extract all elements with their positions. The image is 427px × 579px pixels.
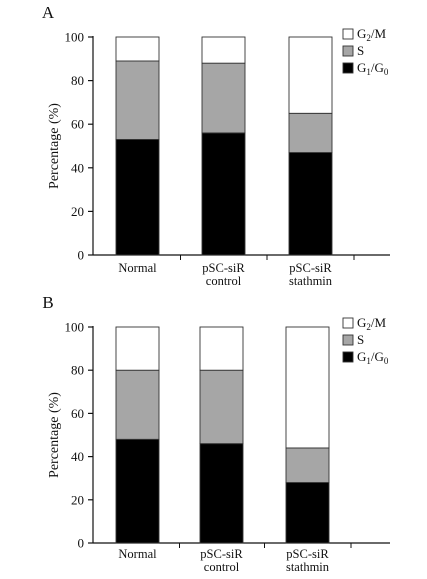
y-axis-title: Percentage (%) xyxy=(47,103,62,189)
category-label: pSC-siR control xyxy=(202,261,245,288)
bar-segment-g1-g0 xyxy=(201,132,246,256)
category-label: Normal xyxy=(118,547,157,561)
y-tick-label: 40 xyxy=(71,449,84,464)
panel-b-chart: B 0 20 40 60 80 100 Percentage (%) Normal pSC-siR… xyxy=(42,293,390,574)
bar-segment-s xyxy=(199,369,244,445)
y-tick-label: 60 xyxy=(71,117,84,132)
legend-label: G2/M xyxy=(357,26,387,43)
panel-a-chart: A 0 20 40 60 80 100 Percentage (%) Normal pSC-siR… xyxy=(42,3,390,288)
y-tick-label: 20 xyxy=(71,492,84,507)
bar-segment-g1-g0 xyxy=(115,438,160,544)
bar-segment-g1-g0 xyxy=(115,139,160,256)
bar-segment-s xyxy=(115,60,160,140)
bar-segment-g1-g0 xyxy=(288,152,333,256)
category-label: pSC-siR control xyxy=(200,547,243,574)
bar-segment-g2-m xyxy=(115,36,160,62)
y-tick-label: 80 xyxy=(71,73,84,88)
legend-label: G1/G0 xyxy=(357,349,389,366)
legend-swatch xyxy=(342,45,354,57)
bar-segment-g2-m xyxy=(115,326,160,371)
y-tick-label: 60 xyxy=(71,406,84,421)
y-tick-label: 100 xyxy=(65,320,85,335)
legend-label: S xyxy=(357,43,364,58)
legend-label: S xyxy=(357,332,364,347)
bar-segment-g1-g0 xyxy=(199,443,244,544)
legend-swatch xyxy=(342,28,354,40)
bar-segment-s xyxy=(285,447,330,483)
legend-label: G2/M xyxy=(357,315,387,332)
legend-swatch xyxy=(342,317,354,329)
bar-segment-g1-g0 xyxy=(285,482,330,544)
bar-segment-g2-m xyxy=(199,326,244,371)
category-label: pSC-siR stathmin xyxy=(289,261,333,288)
bar-segment-s xyxy=(288,112,333,153)
category-label: Normal xyxy=(118,261,157,275)
bar-segment-s xyxy=(115,369,160,440)
bar-segment-g2-m xyxy=(201,36,246,64)
y-tick-label: 20 xyxy=(71,204,84,219)
y-tick-label: 0 xyxy=(78,536,85,551)
legend-swatch xyxy=(342,351,354,363)
y-axis-title: Percentage (%) xyxy=(47,392,62,478)
panel-label: B xyxy=(42,293,53,312)
bar-segment-g2-m xyxy=(285,326,330,449)
category-label: pSC-siR stathmin xyxy=(286,547,330,574)
y-tick-label: 40 xyxy=(71,160,84,175)
legend-swatch xyxy=(342,334,354,346)
y-tick-label: 0 xyxy=(78,248,85,263)
bar-segment-g2-m xyxy=(288,36,333,114)
legend-label: G1/G0 xyxy=(357,60,389,77)
y-tick-label: 80 xyxy=(71,363,84,378)
y-tick-label: 100 xyxy=(65,30,85,45)
panel-label: A xyxy=(42,3,55,22)
bar-segment-s xyxy=(201,62,246,134)
legend-swatch xyxy=(342,62,354,74)
